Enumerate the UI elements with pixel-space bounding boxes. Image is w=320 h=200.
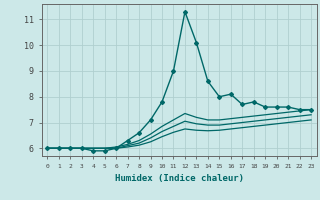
X-axis label: Humidex (Indice chaleur): Humidex (Indice chaleur)	[115, 174, 244, 183]
